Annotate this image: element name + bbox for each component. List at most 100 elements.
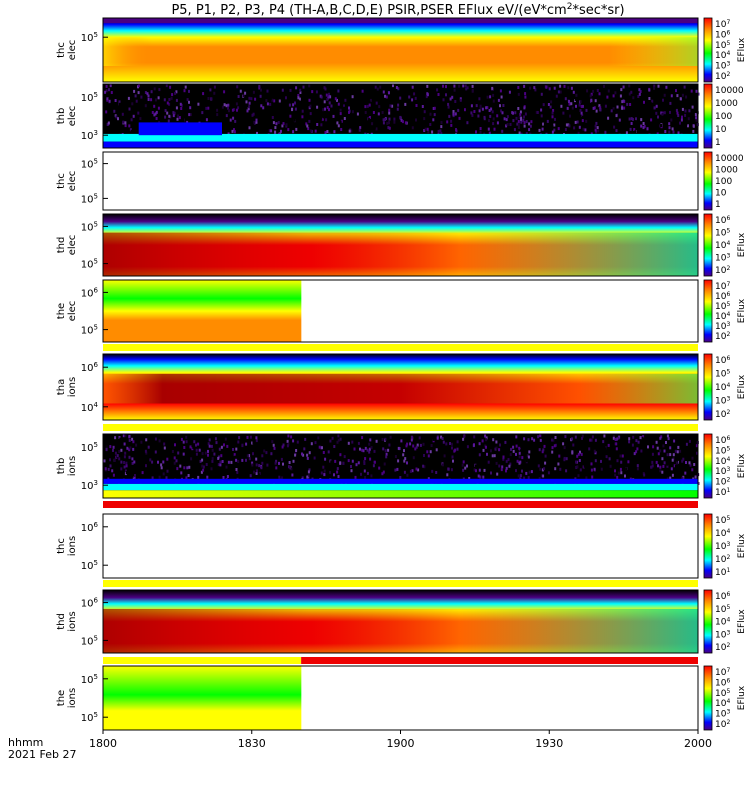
colorbar-tick-label: 107 — [715, 19, 730, 30]
panel-ylabel: thdions — [56, 611, 78, 631]
panel-ylabel: thaions — [56, 377, 78, 397]
panel-ytick-label: 106 — [81, 286, 99, 299]
colorbar-tick-label: 10 — [715, 125, 727, 135]
status-bar — [103, 501, 698, 508]
panel-frame — [102, 83, 699, 149]
panel-ylabel-line: ions — [67, 611, 78, 631]
colorbar — [703, 513, 713, 579]
colorbar-tick-label: 103 — [715, 466, 730, 477]
x-tick-label: 1930 — [535, 737, 563, 750]
panel-ytick-label: 103 — [81, 479, 98, 492]
x-axis: 1800 1830 1900 1930 2000 — [89, 730, 712, 750]
panel-frame — [102, 151, 699, 211]
status-bar — [103, 580, 698, 587]
colorbar-title: EFlux — [737, 37, 747, 62]
panel-ylabel: thbelec — [56, 106, 78, 127]
panel-ytick-label: 103 — [81, 129, 98, 142]
colorbar-tick-label: 104 — [715, 50, 730, 61]
colorbar-tick-label: 10 — [715, 189, 727, 199]
colorbar — [703, 213, 713, 277]
panel-ylabel-line: elec — [67, 40, 78, 61]
panel-frame — [102, 589, 699, 654]
colorbar-tick-label: 107 — [715, 281, 730, 292]
colorbar-tick-label: 105 — [715, 228, 730, 239]
panel-ylabel-line: ions — [67, 536, 78, 556]
colorbar-tick-label: 104 — [715, 617, 730, 628]
panel-ytick-label: 104 — [81, 401, 99, 414]
panel-ylabel-line: thd — [56, 613, 67, 630]
panel-ylabel-line: thb — [56, 458, 67, 475]
colorbar-tick-label: 105 — [715, 515, 730, 526]
status-bar-segment — [103, 424, 698, 431]
panel-ytick-label: 105 — [81, 634, 98, 647]
colorbar-title: EFlux — [737, 298, 747, 323]
panel-frame — [102, 513, 699, 579]
colorbar-tick-label: 104 — [715, 698, 730, 709]
colorbar-tick-label: 105 — [715, 688, 730, 699]
colorbar-tick-label: 106 — [715, 591, 730, 602]
panel-ylabel: thcelec — [56, 40, 78, 61]
colorbar-tick-label: 104 — [715, 311, 730, 322]
colorbar-tick-label: 106 — [715, 29, 730, 40]
panel-ylabel-line: thb — [56, 108, 67, 125]
colorbar-tick-label: 105 — [715, 604, 730, 615]
panel-frame — [102, 353, 699, 421]
colorbar-tick-label: 106 — [715, 355, 730, 366]
colorbar-tick-label: 100 — [715, 177, 732, 187]
panel-ytick-label: 105 — [81, 441, 98, 454]
panel-ytick-label: 106 — [81, 361, 99, 374]
colorbar-tick-label: 101 — [715, 567, 730, 578]
colorbar-tick-label: 1000 — [715, 99, 738, 109]
colorbar — [703, 353, 713, 421]
colorbar — [703, 83, 713, 149]
status-bar — [103, 344, 698, 351]
colorbar-tick-label: 106 — [715, 435, 730, 446]
colorbar-tick-label: 102 — [715, 477, 730, 488]
panel-ylabel: thbions — [56, 456, 78, 476]
panel-ylabel-line: elec — [67, 106, 78, 127]
colorbar — [703, 279, 713, 343]
colorbar-tick-label: 104 — [715, 240, 730, 251]
panel-ylabel-line: elec — [67, 235, 78, 256]
x-axis-label-line1: hhmm — [8, 736, 43, 749]
panel-ylabel-line: thc — [56, 538, 67, 554]
panel-ylabel-line: elec — [67, 171, 78, 192]
panel-ylabel: thdelec — [56, 235, 78, 256]
colorbar-tick-label: 102 — [715, 554, 730, 565]
colorbar — [703, 17, 713, 83]
colorbar-tick-label: 104 — [715, 456, 730, 467]
panel-ylabel-line: thc — [56, 42, 67, 58]
x-tick-label: 2000 — [684, 737, 712, 750]
colorbar-title: EFlux — [737, 609, 747, 634]
panel-ylabel-line: ions — [67, 377, 78, 397]
panel-ytick-label: 105 — [81, 220, 98, 233]
panel-frame — [102, 17, 699, 83]
colorbar-tick-label: 107 — [715, 667, 730, 678]
x-axis-label-line2: 2021 Feb 27 — [8, 748, 76, 761]
panel-ylabel-line: tha — [56, 379, 67, 395]
colorbar-title: EFlux — [737, 232, 747, 257]
colorbar-title: EFlux — [737, 453, 747, 478]
status-bar-segment — [103, 580, 698, 587]
chart-title-main: P5, P1, P2, P3, P4 (TH-A,B,C,D,E) PSIR,P… — [171, 3, 566, 18]
panel-stack: thcelec105107106105104103102EFluxthbelec… — [56, 17, 747, 731]
panel-ytick-label: 105 — [81, 192, 98, 205]
panel-ytick-label: 105 — [81, 559, 98, 572]
colorbar-tick-label: 103 — [715, 541, 730, 552]
colorbar-tick-label: 103 — [715, 321, 730, 332]
colorbar-tick-label: 103 — [715, 396, 730, 407]
colorbar-tick-label: 10000 — [715, 154, 744, 164]
status-bar — [103, 424, 698, 431]
panel-ytick-label: 106 — [81, 521, 99, 534]
panel-ytick-label: 105 — [81, 258, 98, 271]
panel-ytick-label: 106 — [81, 597, 99, 610]
colorbar-tick-label: 105 — [715, 40, 730, 51]
panel-ylabel: theions — [56, 688, 78, 708]
colorbar-tick-label: 102 — [715, 409, 730, 420]
panel-ytick-label: 105 — [81, 711, 98, 724]
